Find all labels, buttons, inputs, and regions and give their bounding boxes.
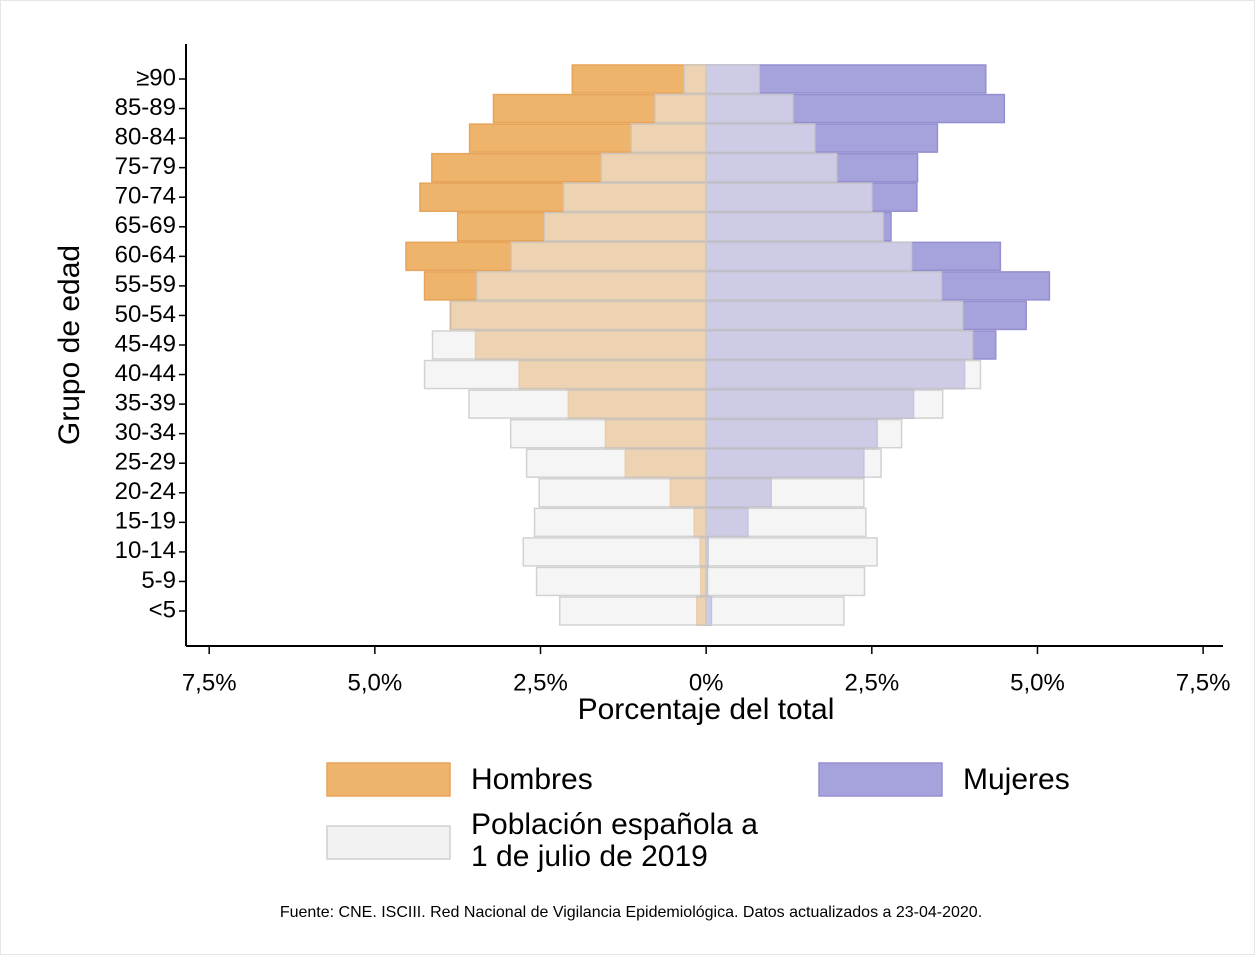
source-note: Fuente: CNE. ISCIII. Red Nacional de Vig… xyxy=(280,904,982,921)
x-axis-label: Porcentaje del total xyxy=(578,693,835,726)
bar xyxy=(705,212,884,242)
legend-label: Población española a 1 de julio de 2019 xyxy=(471,809,758,873)
legend-label: Hombres xyxy=(471,763,593,796)
y-tick-label: 70-74 xyxy=(115,183,176,210)
x-tick-label: 0% xyxy=(689,669,724,696)
y-tick-label: 35-39 xyxy=(115,389,176,416)
bar xyxy=(705,389,944,419)
bar xyxy=(705,448,882,478)
bar xyxy=(654,93,707,124)
bar xyxy=(705,418,903,449)
y-tick-label: 55-59 xyxy=(115,271,176,298)
legend-swatch xyxy=(818,762,943,797)
y-axis-label: Grupo de edad xyxy=(53,245,86,445)
y-tick-label: 25-29 xyxy=(115,449,176,476)
bar xyxy=(468,389,707,419)
y-tick-label: 40-44 xyxy=(115,360,176,387)
legend-swatch xyxy=(326,825,451,860)
bar xyxy=(705,507,867,538)
bar xyxy=(423,359,707,390)
bar xyxy=(683,64,707,94)
bar xyxy=(510,241,707,272)
y-tick-label: <5 xyxy=(149,596,176,623)
bar xyxy=(562,182,707,212)
y-tick-label: 45-49 xyxy=(115,330,176,357)
y-tick-label: 20-24 xyxy=(115,478,176,505)
y-tick-label: 15-19 xyxy=(115,508,176,535)
bar xyxy=(535,566,707,597)
bar xyxy=(630,123,707,153)
bar xyxy=(705,330,974,360)
bar xyxy=(705,478,865,508)
y-tick-label: 80-84 xyxy=(115,123,176,150)
x-tick-label: 7,5% xyxy=(1176,669,1231,696)
x-tick-label: 2,5% xyxy=(844,669,899,696)
bar xyxy=(705,93,794,124)
legend-label: Mujeres xyxy=(963,763,1070,796)
bar xyxy=(522,537,707,567)
y-tick-label: 10-14 xyxy=(115,537,176,564)
bar xyxy=(509,418,707,449)
bar xyxy=(705,566,866,597)
bar xyxy=(705,123,816,153)
x-tick-label: 5,0% xyxy=(1010,669,1065,696)
bar xyxy=(538,478,707,508)
bar xyxy=(543,212,707,242)
bar xyxy=(705,359,982,390)
y-tick-label: 85-89 xyxy=(115,94,176,121)
bar xyxy=(525,448,707,478)
bar xyxy=(431,330,707,360)
y-tick-label: 5-9 xyxy=(141,567,176,594)
y-tick-label: 30-34 xyxy=(115,419,176,446)
legend-swatch xyxy=(326,762,451,797)
bar xyxy=(600,152,707,183)
bar xyxy=(705,596,845,626)
x-tick-label: 5,0% xyxy=(347,669,402,696)
bar xyxy=(533,507,707,538)
bar xyxy=(705,182,873,212)
bar xyxy=(705,64,760,94)
bar xyxy=(476,271,707,301)
bar xyxy=(705,271,943,301)
bar xyxy=(450,300,707,331)
x-tick-label: 7,5% xyxy=(182,669,237,696)
bar xyxy=(705,537,878,567)
bar xyxy=(558,596,707,626)
x-tick-label: 2,5% xyxy=(513,669,568,696)
y-tick-label: 75-79 xyxy=(115,153,176,180)
y-tick-label: ≥90 xyxy=(136,64,176,91)
y-tick-label: 65-69 xyxy=(115,212,176,239)
bar xyxy=(705,300,964,331)
bar xyxy=(705,241,913,272)
bar xyxy=(705,152,838,183)
y-tick-label: 50-54 xyxy=(115,301,176,328)
y-tick-label: 60-64 xyxy=(115,242,176,269)
legend-label-box: Población española a 1 de julio de 2019 xyxy=(471,809,758,873)
